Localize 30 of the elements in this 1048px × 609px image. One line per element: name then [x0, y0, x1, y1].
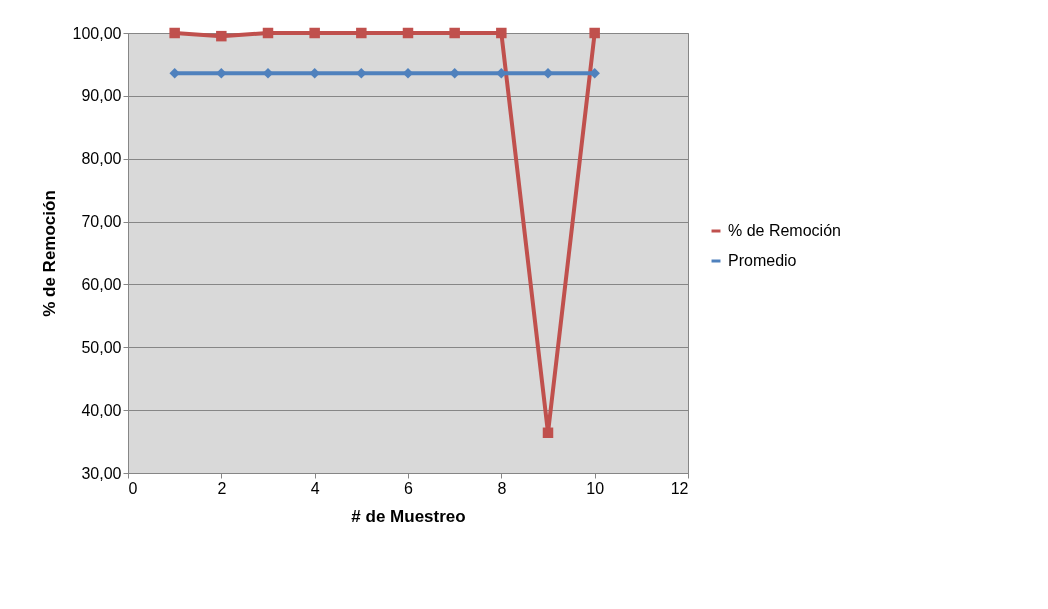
point — [402, 27, 414, 39]
legend-label: % de Remoción — [728, 222, 841, 239]
x-tick-label: 8 — [497, 479, 507, 497]
y-tick-label: 90,00 — [81, 87, 122, 105]
point — [262, 27, 274, 39]
x-tick-label: 4 — [310, 479, 320, 497]
point — [216, 30, 227, 42]
x-tick-label: 10 — [586, 479, 605, 497]
y-tick-label: 40,00 — [81, 401, 122, 419]
y-tick-label: 30,00 — [81, 464, 122, 482]
y-tick-label: 60,00 — [81, 275, 122, 293]
y-tick-label: 50,00 — [81, 338, 122, 356]
point — [589, 27, 600, 39]
y-tick-label: 80,00 — [81, 150, 122, 168]
x-tick-label: 12 — [670, 479, 689, 497]
x-tick-label: 6 — [404, 479, 414, 497]
y-tick-label: 100,00 — [72, 24, 122, 42]
point — [356, 27, 367, 39]
point — [496, 27, 507, 39]
x-tick-label: 0 — [128, 479, 138, 497]
point — [542, 427, 554, 439]
point — [309, 27, 320, 39]
point — [169, 67, 180, 79]
legend-label: Promedio — [728, 252, 797, 269]
point — [449, 27, 460, 39]
x-axis-title: # de Muestreo — [351, 506, 466, 526]
y-axis-title: % de Remoción — [39, 190, 59, 317]
x-tick-label: 2 — [217, 479, 227, 497]
y-tick-label: 70,00 — [81, 213, 122, 231]
point — [169, 27, 180, 39]
